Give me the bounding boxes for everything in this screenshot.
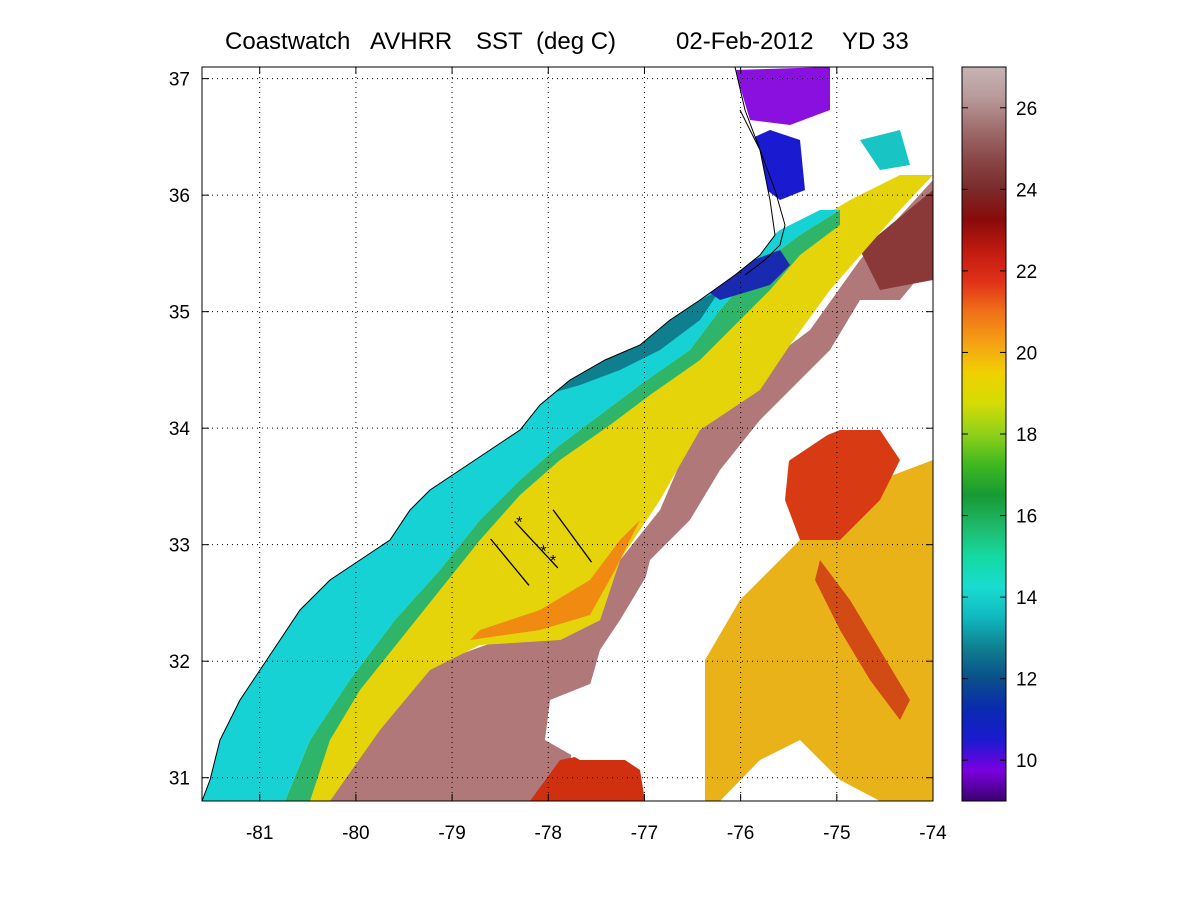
sst-field-midshelf-green — [285, 210, 840, 801]
colorbar-tick-label: 22 — [1016, 262, 1037, 283]
x-tick-label: -75 — [823, 823, 850, 844]
y-tick-label: 37 — [169, 70, 190, 91]
x-tick-label: -81 — [246, 823, 273, 844]
x-tick-label: -76 — [727, 823, 754, 844]
station-marker: * — [550, 553, 556, 570]
sst-field-purple — [735, 67, 830, 125]
title-yearday: YD 33 — [842, 28, 909, 55]
x-tick-label: -80 — [342, 823, 369, 844]
y-tick-label: 33 — [169, 536, 190, 557]
y-tick-label: 32 — [169, 652, 190, 673]
transect-line — [514, 520, 559, 569]
title-date: 02-Feb-2012 — [676, 28, 814, 55]
land-mass — [202, 67, 776, 801]
y-tick-label: 36 — [169, 186, 190, 207]
axis-ticks — [202, 67, 934, 801]
sst-field-shelf-warm — [290, 175, 933, 801]
y-tick-label: 35 — [169, 303, 190, 324]
cloud-mask-east — [800, 340, 933, 430]
station-marker: * — [516, 514, 522, 531]
sst-field-sargasso-red — [785, 430, 900, 540]
map-title: Coastwatch AVHRR SST (deg C) 02-Feb-2012… — [0, 28, 1200, 58]
colorbar: 10 12 14 16 18 20 22 24 26 — [961, 66, 1038, 802]
sst-field-nearshore-cyan — [202, 210, 840, 801]
title-sensor: AVHRR — [370, 28, 453, 55]
colorbar-tick-label: 26 — [1016, 99, 1037, 120]
title-units: (deg C) — [536, 28, 617, 55]
stations: *** — [516, 514, 556, 569]
colorbar-gradient — [961, 66, 1007, 802]
colorbar-tick-label: 16 — [1016, 507, 1037, 528]
colorbar-ticks: 10 12 14 16 18 20 22 24 26 — [962, 99, 1038, 772]
cloud-mask-southeast — [720, 740, 880, 801]
colorbar-tick-label: 12 — [1016, 670, 1037, 691]
transect-line — [490, 538, 530, 586]
colorbar-tick-label: 20 — [1016, 343, 1037, 364]
sst-field-sargasso-yellow — [705, 460, 933, 801]
sst-field-eddy-dark — [860, 190, 933, 290]
transects — [490, 509, 593, 586]
axis-labels: -81 -80 -79 -78 -77 -76 -75 -74 31 32 33 34 35 36 37 — [169, 70, 947, 844]
transect-line — [552, 509, 593, 563]
cloud-mask-central — [630, 400, 850, 700]
y-tick-label: 34 — [169, 419, 191, 440]
colorbar-tick-label: 24 — [1016, 180, 1038, 201]
x-tick-label: -79 — [438, 823, 465, 844]
sst-field-ne-cyan — [860, 130, 910, 170]
map-grid — [202, 67, 933, 801]
map-plot-area: *** — [202, 67, 933, 801]
colorbar-tick-label: 18 — [1016, 425, 1037, 446]
x-tick-label: -74 — [919, 823, 947, 844]
cloud-mask-south — [545, 680, 680, 760]
sst-field-orange-front — [470, 520, 640, 640]
x-tick-label: -78 — [535, 823, 562, 844]
sst-field-pamlico-blue — [706, 250, 790, 300]
colorbar-tick-label: 14 — [1016, 588, 1038, 609]
x-tick-label: -77 — [631, 823, 658, 844]
map-frame — [201, 66, 934, 802]
title-variable: SST — [476, 28, 523, 55]
sst-field-red-filament — [815, 560, 910, 720]
y-tick-label: 31 — [169, 769, 190, 790]
outer-banks-coastline — [739, 109, 786, 276]
station-marker: * — [540, 544, 546, 561]
title-source: Coastwatch — [225, 28, 351, 55]
colorbar-tick-label: 10 — [1016, 751, 1037, 772]
sst-field-red-southwest — [530, 750, 645, 801]
